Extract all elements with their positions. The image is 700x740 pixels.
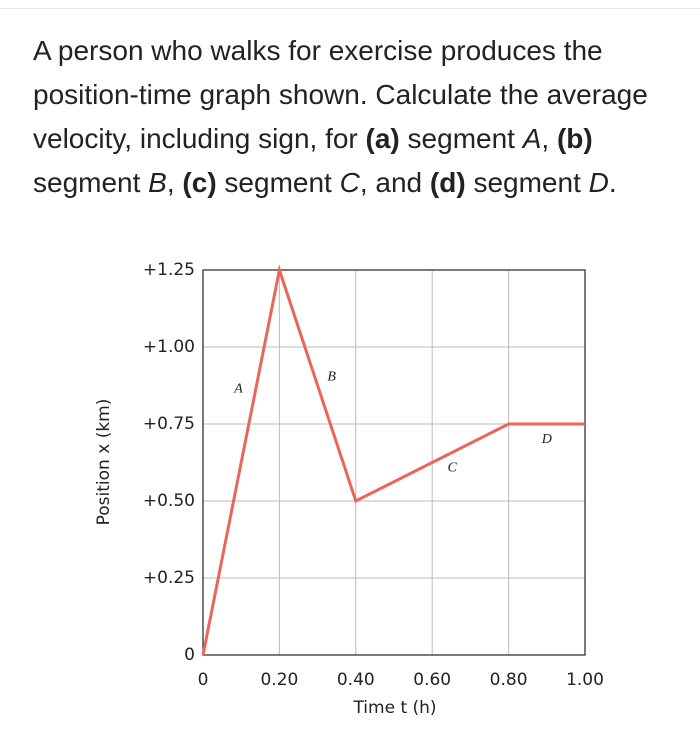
x-tick-label: 0.20 xyxy=(260,670,298,690)
question-segment: (d) xyxy=(429,167,466,198)
question-segment: segment xyxy=(399,123,523,154)
segment-label: B xyxy=(327,370,336,385)
question-segment: (a) xyxy=(365,123,400,154)
segment-label: D xyxy=(541,432,552,447)
y-axis-title: Position x (km) xyxy=(94,399,114,526)
question-segment: , xyxy=(166,167,183,198)
y-tick-label: +1.25 xyxy=(143,260,195,280)
x-axis-title: Time t (h) xyxy=(352,698,436,718)
question-segment: , xyxy=(541,123,557,154)
y-tick-label: +0.25 xyxy=(143,568,195,588)
question-segment: , and xyxy=(359,167,430,198)
divider xyxy=(0,8,700,9)
segment-label: A xyxy=(233,382,243,397)
question-segment: D xyxy=(588,167,609,198)
question-segment: (b) xyxy=(556,123,593,154)
question-segment: . xyxy=(608,167,617,198)
question-segment: B xyxy=(148,167,167,198)
x-tick-label: 0.60 xyxy=(413,670,451,690)
y-tick-label: 0 xyxy=(184,645,195,665)
y-tick-label: +0.75 xyxy=(143,414,195,434)
question-segment: segment xyxy=(216,167,340,198)
plot-border xyxy=(202,269,586,656)
x-tick-label: 0 xyxy=(198,670,209,690)
x-tick-label: 1.00 xyxy=(566,670,604,690)
x-tick-label: 0.80 xyxy=(490,670,528,690)
question-segment: segment xyxy=(465,167,589,198)
question-text: A person who walks for exercise produces… xyxy=(33,29,673,205)
question-segment: C xyxy=(339,167,360,198)
y-tick-label: +0.50 xyxy=(143,491,195,511)
y-tick-label: +1.00 xyxy=(143,337,195,357)
data-line xyxy=(201,264,585,656)
question-segment: A person who walks for exercise produces… xyxy=(33,35,648,154)
question-segment: A xyxy=(522,123,542,154)
segment-label: C xyxy=(448,461,458,476)
question-segment: (c) xyxy=(182,167,217,198)
question-segment: segment xyxy=(33,167,149,198)
x-tick-label: 0.40 xyxy=(337,670,375,690)
